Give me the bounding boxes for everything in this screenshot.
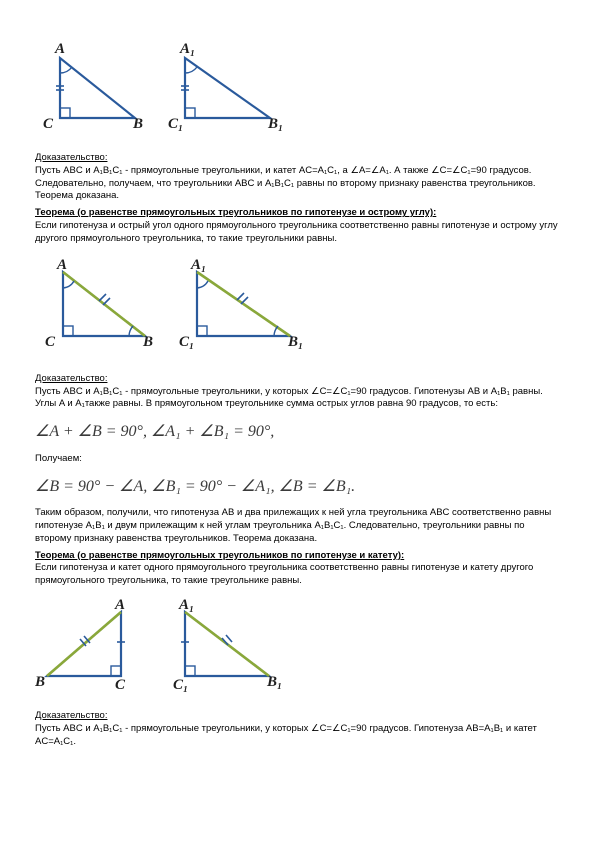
proof1-heading: Доказательство: [35, 152, 107, 163]
proof1: Доказательство: Пусть ABC и A₁B₁C₁ - пря… [35, 152, 560, 203]
theorem3-heading: Теорема (о равенстве прямоугольных треуг… [35, 550, 404, 561]
theorem3-body: Если гипотенуза и катет одного прямоугол… [35, 562, 533, 586]
figure-2-row: A C B A₁ C₁ B₁ [35, 254, 560, 359]
formula-2: ∠B = 90° − ∠A, ∠B₁ = 90° − ∠A₁, ∠B = ∠B₁… [35, 476, 560, 498]
label-C1: C₁ [173, 677, 188, 693]
triangle-2-right: A₁ C₁ B₁ [175, 254, 315, 359]
label-B1: B₁ [287, 334, 303, 350]
figure-3-row: A B C A₁ C₁ B₁ [35, 596, 560, 696]
get-label: Получаем: [35, 453, 560, 466]
formula-1: ∠A + ∠B = 90°, ∠A₁ + ∠B₁ = 90°, [35, 421, 560, 443]
label-A1: A₁ [190, 257, 206, 273]
label-A: A [114, 597, 125, 613]
label-B: B [35, 674, 45, 690]
proof3-body: Пусть ABC и A₁B₁C₁ - прямоугольные треуг… [35, 723, 537, 747]
theorem2-body: Если гипотенуза и острый угол одного пря… [35, 220, 558, 244]
proof2-body: Пусть ABC и A₁B₁C₁ - прямоугольные треуг… [35, 386, 543, 410]
label-C: C [115, 677, 126, 693]
triangle-1-left: A C B [35, 38, 155, 138]
label-A1: A₁ [179, 41, 195, 57]
label-B: B [142, 334, 153, 350]
theorem2-heading: Теорема (о равенстве прямоугольных треуг… [35, 207, 436, 218]
theorem3: Теорема (о равенстве прямоугольных треуг… [35, 550, 560, 588]
proof3: Доказательство: Пусть ABC и A₁B₁C₁ - пря… [35, 710, 560, 748]
triangle-3-right: A₁ C₁ B₁ [165, 596, 290, 696]
label-B1: B₁ [267, 116, 283, 132]
proof2: Доказательство: Пусть ABC и A₁B₁C₁ - пря… [35, 373, 560, 411]
triangle-2-left: A C B [35, 254, 165, 359]
figure-1-row: A C B A₁ C₁ B₁ [35, 38, 560, 138]
label-B: B [132, 116, 143, 132]
label-A: A [56, 257, 67, 273]
theorem2: Теорема (о равенстве прямоугольных треуг… [35, 207, 560, 245]
conclusion2: Таким образом, получили, что гипотенуза … [35, 507, 560, 545]
label-C1: C₁ [179, 334, 194, 350]
label-A1: A₁ [178, 597, 194, 613]
proof1-body: Пусть ABC и A₁B₁C₁ - прямоугольные треуг… [35, 165, 536, 202]
triangle-1-right: A₁ C₁ B₁ [165, 38, 295, 138]
label-C1: C₁ [168, 116, 183, 132]
proof2-heading: Доказательство: [35, 373, 107, 384]
label-A: A [54, 41, 65, 57]
label-C: C [43, 116, 54, 132]
triangle-3-left: A B C [35, 596, 155, 696]
label-B1: B₁ [266, 674, 282, 690]
proof3-heading: Доказательство: [35, 710, 107, 721]
label-C: C [45, 334, 56, 350]
